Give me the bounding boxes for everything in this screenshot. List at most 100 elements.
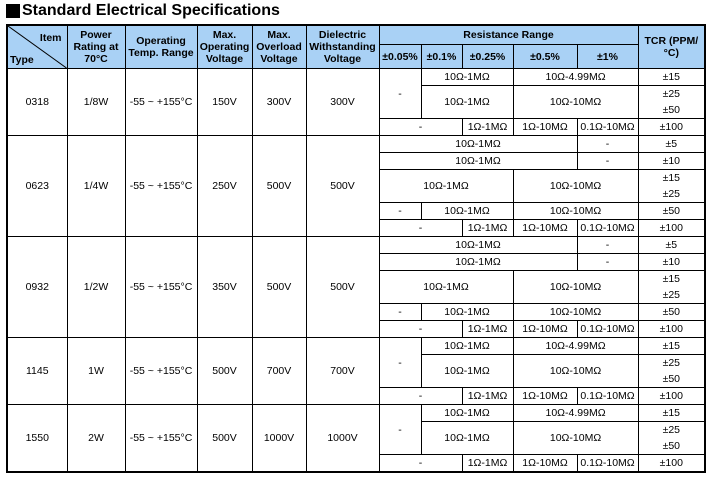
resistance-cell: 1Ω-10MΩ	[512, 454, 578, 473]
tcr-cell: ±15 ±25	[637, 169, 706, 203]
resistance-cell: 10Ω-1MΩ	[420, 85, 514, 119]
resistance-cell: 1Ω-10MΩ	[512, 219, 578, 237]
tcr-value: ±15	[662, 340, 681, 352]
resistance-cell: 0.1Ω-10MΩ	[576, 387, 639, 405]
tolerance-header: ±0.5%	[512, 44, 578, 69]
tcr-value: ±15	[662, 172, 681, 184]
tcr-cell: ±50	[637, 202, 706, 220]
resistance-cell: -	[378, 337, 422, 388]
resistance-cell: 1Ω-1MΩ	[461, 387, 514, 405]
cell-max-op: 150V	[196, 68, 253, 136]
tolerance-header: ±0.25%	[461, 44, 514, 69]
resistance-cell: 10Ω-1MΩ	[420, 337, 514, 355]
resistance-cell: 10Ω-10MΩ	[512, 270, 639, 304]
tcr-value: ±25	[662, 357, 681, 369]
resistance-cell: 10Ω-1MΩ	[378, 253, 578, 271]
resistance-cell: 1Ω-10MΩ	[512, 320, 578, 338]
resistance-cell: 10Ω-1MΩ	[378, 270, 514, 304]
resistance-cell: 1Ω-1MΩ	[461, 454, 514, 473]
tcr-cell: ±10	[637, 253, 706, 271]
resistance-cell: 0.1Ω-10MΩ	[576, 219, 639, 237]
resistance-cell: 10Ω-4.99MΩ	[512, 404, 639, 422]
cell-temp: -55 ~ +155°C	[124, 337, 198, 405]
cell-type: 1550	[6, 404, 68, 473]
tcr-cell: ±100	[637, 454, 706, 473]
resistance-cell: 10Ω-10MΩ	[512, 421, 639, 455]
table-row: 10Ω-1MΩ 10Ω-10MΩ ±15 ±25	[7, 270, 706, 304]
resistance-cell: 1Ω-1MΩ	[461, 219, 514, 237]
tcr-value: ±25	[662, 424, 681, 436]
resistance-cell: 10Ω-4.99MΩ	[512, 68, 639, 86]
cell-power: 1W	[66, 337, 126, 405]
resistance-cell: -	[378, 219, 463, 237]
tcr-value: ±100	[659, 457, 683, 469]
max-op-header: Max. Operating Voltage	[196, 24, 253, 69]
resistance-cell: 10Ω-10MΩ	[512, 169, 639, 203]
tcr-value: ±25	[662, 188, 681, 200]
temp-header: Operating Temp. Range	[124, 24, 198, 69]
tcr-cell: ±25 ±50	[637, 421, 706, 455]
resistance-cell: -	[378, 68, 422, 119]
section-title: Standard Electrical Specifications	[6, 2, 280, 20]
resistance-cell: -	[576, 253, 639, 271]
cell-type: 1145	[6, 337, 68, 405]
cell-type: 0932	[6, 236, 68, 338]
resistance-cell: 1Ω-10MΩ	[512, 387, 578, 405]
tcr-cell: ±5	[637, 236, 706, 254]
item-type-header: Item Type	[6, 24, 68, 69]
cell-max-op: 350V	[196, 236, 253, 338]
tcr-value: ±50	[662, 306, 681, 318]
resistance-cell: 10Ω-1MΩ	[420, 421, 514, 455]
tcr-cell: ±100	[637, 118, 706, 136]
resistance-cell: 10Ω-10MΩ	[512, 354, 639, 388]
cell-max-ol: 700V	[251, 337, 307, 405]
cell-max-ol: 300V	[251, 68, 307, 136]
tcr-value: ±10	[662, 155, 681, 167]
resistance-cell: -	[378, 404, 422, 455]
tcr-value: ±50	[662, 104, 681, 116]
tcr-value: ±10	[662, 256, 681, 268]
cell-temp: -55 ~ +155°C	[124, 404, 198, 473]
table-row: -10Ω-1MΩ 10Ω-10MΩ ±50	[7, 303, 706, 321]
cell-type: 0318	[6, 68, 68, 136]
resistance-cell: -	[378, 320, 463, 338]
table-row: 10Ω-1MΩ 10Ω-10MΩ ±15 ±25	[7, 169, 706, 203]
cell-dielectric: 1000V	[305, 404, 380, 473]
tcr-value: ±50	[662, 440, 681, 452]
resistance-cell: 10Ω-1MΩ	[420, 354, 514, 388]
cell-dielectric: 500V	[305, 236, 380, 338]
cell-temp: -55 ~ +155°C	[124, 135, 198, 237]
resistance-header: Resistance Range	[378, 24, 639, 45]
table-row: 0318 1/8W -55 ~ +155°C 150V 300V 300V -10Ω-1MΩ…	[6, 68, 706, 136]
table-row: -1Ω-1MΩ 1Ω-10MΩ 0.1Ω-10MΩ ±100	[7, 387, 706, 405]
table-row: 10Ω-1MΩ 10Ω-10MΩ ±25 ±50	[7, 354, 706, 388]
resistance-cell: 10Ω-10MΩ	[512, 303, 639, 321]
resistance-cell: -	[378, 454, 463, 473]
tolerance-header: ±0.05%	[378, 44, 422, 69]
tcr-value: ±100	[659, 121, 683, 133]
cell-max-op: 250V	[196, 135, 253, 237]
tcr-cell: ±100	[637, 387, 706, 405]
table-row: 1550 2W -55 ~ +155°C 500V 1000V 1000V -10Ω-1MΩ…	[6, 404, 706, 473]
table-row: 0623 1/4W -55 ~ +155°C 250V 500V 500V 10Ω-1MΩ -…	[6, 135, 706, 237]
tcr-cell: ±50	[637, 303, 706, 321]
cell-max-op: 500V	[196, 404, 253, 473]
cell-max-ol: 1000V	[251, 404, 307, 473]
resistance-cell: -	[378, 387, 463, 405]
resistance-cell: 10Ω-1MΩ	[378, 135, 578, 153]
resistance-cell: 1Ω-1MΩ	[461, 118, 514, 136]
tcr-value: ±15	[662, 71, 681, 83]
resistance-cell: 10Ω-10MΩ	[512, 202, 639, 220]
tcr-cell: ±5	[637, 135, 706, 153]
tcr-cell: ±10	[637, 152, 706, 170]
tcr-value: ±50	[662, 373, 681, 385]
max-ol-header: Max. Overload Voltage	[251, 24, 307, 69]
resistance-cell: 10Ω-1MΩ	[378, 169, 514, 203]
cell-power: 1/2W	[66, 236, 126, 338]
resistance-cell: 10Ω-4.99MΩ	[512, 337, 639, 355]
resistance-cell: 0.1Ω-10MΩ	[576, 320, 639, 338]
resistance-cell: 0.1Ω-10MΩ	[576, 454, 639, 473]
tcr-value: ±100	[659, 222, 683, 234]
tcr-cell: ±15	[637, 404, 706, 422]
tcr-value: ±5	[665, 239, 678, 251]
